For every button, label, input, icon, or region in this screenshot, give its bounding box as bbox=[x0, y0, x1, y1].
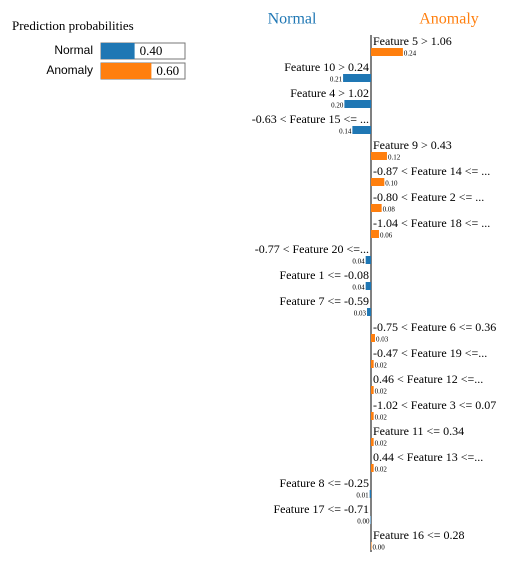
bar bbox=[371, 204, 382, 212]
feature-label: Feature 7 <= -0.59 bbox=[279, 294, 369, 308]
bar bbox=[365, 282, 371, 290]
feature-label: 0.44 < Feature 13 <=... bbox=[373, 450, 483, 464]
bar bbox=[371, 464, 374, 472]
class-label: Anomaly bbox=[46, 63, 93, 77]
bar bbox=[371, 48, 403, 56]
value-label: 0.12 bbox=[388, 154, 401, 162]
feature-label: -1.02 < Feature 3 <= 0.07 bbox=[373, 398, 496, 412]
prob-value: 0.40 bbox=[140, 43, 163, 58]
value-label: 0.14 bbox=[339, 128, 352, 136]
bar bbox=[371, 334, 375, 342]
value-label: 0.00 bbox=[357, 518, 370, 526]
bar bbox=[371, 360, 374, 368]
feature-label: Feature 5 > 1.06 bbox=[373, 34, 452, 48]
value-label: 0.02 bbox=[375, 388, 388, 396]
legend-normal: Normal bbox=[268, 11, 317, 28]
feature-label: Feature 11 <= 0.34 bbox=[373, 424, 464, 438]
value-label: 0.08 bbox=[383, 206, 396, 214]
value-label: 0.00 bbox=[373, 544, 386, 552]
prob-bar bbox=[101, 43, 135, 59]
value-label: 0.01 bbox=[356, 492, 369, 500]
bar bbox=[371, 178, 385, 186]
value-label: 0.10 bbox=[385, 180, 398, 188]
bar bbox=[371, 230, 379, 238]
value-label: 0.02 bbox=[375, 362, 388, 370]
feature-label: Feature 4 > 1.02 bbox=[290, 86, 369, 100]
value-label: 0.02 bbox=[375, 466, 388, 474]
value-label: 0.06 bbox=[380, 232, 393, 240]
bar bbox=[369, 490, 371, 498]
value-label: 0.02 bbox=[375, 414, 388, 422]
legend-anomaly: Anomaly bbox=[419, 11, 479, 28]
value-label: 0.03 bbox=[354, 310, 367, 318]
bar bbox=[344, 100, 371, 108]
value-label: 0.20 bbox=[331, 102, 344, 110]
value-label: 0.03 bbox=[376, 336, 389, 344]
prob-bar bbox=[101, 63, 152, 79]
value-label: 0.24 bbox=[404, 50, 417, 58]
prob-value: 0.60 bbox=[156, 63, 179, 78]
feature-label: Feature 1 <= -0.08 bbox=[279, 268, 369, 282]
bar bbox=[365, 256, 371, 264]
feature-label: Feature 9 > 0.43 bbox=[373, 138, 452, 152]
feature-label: -0.80 < Feature 2 <= ... bbox=[373, 190, 484, 204]
bar bbox=[370, 516, 371, 524]
feature-label: -0.75 < Feature 6 <= 0.36 bbox=[373, 320, 496, 334]
value-label: 0.04 bbox=[352, 258, 365, 266]
feature-label: Feature 10 > 0.24 bbox=[284, 60, 369, 74]
feature-label: -0.47 < Feature 19 <=... bbox=[373, 346, 487, 360]
feature-label: -0.63 < Feature 15 <= ... bbox=[252, 112, 369, 126]
feature-label: -0.77 < Feature 20 <=... bbox=[255, 242, 369, 256]
chart-title: Prediction probabilities bbox=[12, 18, 134, 33]
bar bbox=[371, 386, 374, 394]
bar bbox=[343, 74, 371, 82]
value-label: 0.02 bbox=[375, 440, 388, 448]
bar bbox=[371, 152, 387, 160]
bar bbox=[367, 308, 371, 316]
bar bbox=[371, 542, 372, 550]
feature-label: -1.04 < Feature 18 <= ... bbox=[373, 216, 490, 230]
class-label: Normal bbox=[54, 43, 93, 57]
bar bbox=[371, 412, 374, 420]
bar bbox=[371, 438, 374, 446]
value-label: 0.04 bbox=[352, 284, 365, 292]
feature-label: 0.46 < Feature 12 <=... bbox=[373, 372, 483, 386]
feature-label: Feature 8 <= -0.25 bbox=[279, 476, 369, 490]
bar bbox=[352, 126, 371, 134]
feature-label: -0.87 < Feature 14 <= ... bbox=[373, 164, 490, 178]
feature-label: Feature 16 <= 0.28 bbox=[373, 528, 465, 542]
feature-label: Feature 17 <= -0.71 bbox=[273, 502, 369, 516]
value-label: 0.21 bbox=[330, 76, 343, 84]
